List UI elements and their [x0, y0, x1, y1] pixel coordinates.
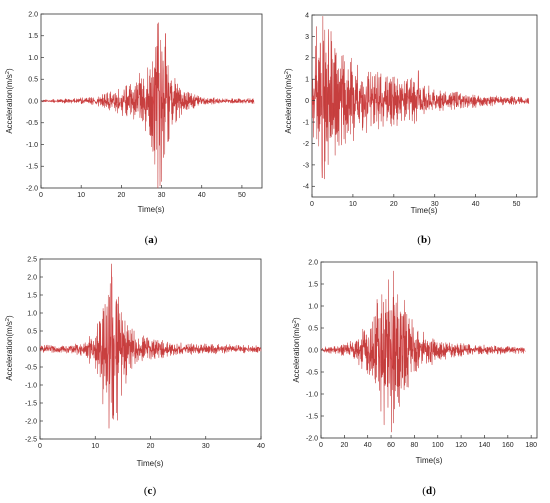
x-tick-label: 30 — [202, 443, 210, 450]
x-tick-label: 10 — [77, 192, 85, 199]
x-tick-label: 40 — [472, 201, 480, 208]
trace-c — [39, 263, 262, 429]
y-axis-title-d: Acceleration(m/s2) — [292, 317, 301, 383]
y-tick-label: 2.5 — [27, 256, 37, 263]
x-tick-label: 30 — [158, 192, 166, 199]
x-tick-label: 120 — [455, 442, 467, 449]
x-tick-label: 40 — [364, 442, 372, 449]
acceleration-series-line-shade — [320, 271, 526, 432]
y-tick-label: -2.0 — [26, 185, 38, 192]
y-tick-label: 1.5 — [28, 33, 38, 40]
x-tick-label: 20 — [147, 443, 155, 450]
y-tick-label: -2.5 — [25, 436, 37, 443]
y-tick-label: 3 — [305, 34, 309, 41]
caption-c: (c) — [144, 485, 157, 497]
y-tick-label: -0.5 — [25, 364, 37, 371]
y-tick-label: 2.0 — [27, 274, 37, 281]
caption-d: (d) — [422, 485, 436, 497]
y-tick-label: -0.5 — [306, 369, 318, 376]
y-ticks-c: -2.5 -2.0 -1.5 -1.0 -0.5 0.0 0.5 1.0 1.5 2.0 2.5 — [25, 256, 43, 443]
x-tick-label: 140 — [479, 442, 491, 449]
panel-c: -2.5 -2.0 -1.5 -1.0 -0.5 0.0 0.5 1.0 1.5 2.0 2.5 0… — [5, 256, 265, 497]
y-tick-label: -1.0 — [306, 391, 318, 398]
x-tick-label: 30 — [431, 201, 439, 208]
trace-d — [320, 270, 526, 433]
y-tick-label: 0.5 — [27, 328, 37, 335]
x-tick-label: 40 — [198, 192, 206, 199]
y-tick-label: 1.0 — [27, 310, 37, 317]
x-tick-label: 160 — [502, 442, 514, 449]
x-tick-label: 180 — [525, 442, 537, 449]
x-axis-title-d: Time(s) — [416, 456, 443, 465]
y-tick-label: 0.0 — [27, 346, 37, 353]
x-tick-label: 10 — [349, 201, 357, 208]
x-tick-label: 50 — [513, 201, 521, 208]
x-axis-title-c: Time(s) — [137, 459, 164, 468]
x-tick-label: 50 — [238, 192, 246, 199]
x-tick-label: 0 — [319, 442, 323, 449]
y-tick-label: -2 — [303, 141, 309, 148]
x-tick-label: 40 — [257, 443, 265, 450]
acceleration-series-line — [39, 263, 262, 429]
x-tick-label: 60 — [387, 442, 395, 449]
y-tick-label: 0 — [305, 98, 309, 105]
y-tick-label: 0.5 — [28, 77, 38, 84]
y-tick-label: -4 — [303, 184, 309, 191]
y-tick-label: 4 — [305, 12, 309, 19]
panel-d: -2.0 -1.5 -1.0 -0.5 0.0 0.5 1.0 1.5 2.0 0 20 40 60 8… — [292, 259, 538, 497]
x-tick-label: 100 — [432, 442, 444, 449]
acceleration-series-line-shade — [311, 16, 529, 179]
y-tick-label: -2.0 — [306, 435, 318, 442]
y-tick-label: 0.0 — [28, 98, 38, 105]
y-tick-label: 1.5 — [308, 281, 318, 288]
x-tick-label: 10 — [91, 443, 99, 450]
y-tick-label: 2.0 — [28, 11, 38, 18]
y-tick-label: 1 — [305, 77, 309, 84]
panel-a: -2.0 -1.5 -1.0 -0.5 0.0 0.5 1.0 1.5 2.0 0 10 20 30 4… — [5, 11, 263, 246]
caption-a: (a) — [145, 234, 158, 246]
acceleration-series-line-shade — [40, 22, 255, 189]
x-tick-label: 20 — [117, 192, 125, 199]
y-tick-label: -1 — [303, 119, 309, 126]
x-ticks-a: 0 10 20 30 40 50 — [39, 185, 246, 199]
y-tick-label: -1.5 — [26, 164, 38, 171]
y-tick-label: -3 — [303, 162, 309, 169]
x-tick-label: 0 — [310, 201, 314, 208]
y-ticks-d: -2.0 -1.5 -1.0 -0.5 0.0 0.5 1.0 1.5 2.0 — [306, 259, 324, 442]
y-ticks-b: -4 -3 -2 -1 0 1 2 3 4 — [303, 12, 315, 191]
caption-b: (b) — [417, 234, 431, 246]
y-tick-label: 1.0 — [28, 55, 38, 62]
x-tick-label: 20 — [390, 201, 398, 208]
x-tick-label: 80 — [411, 442, 419, 449]
x-ticks-c: 0 10 20 30 40 — [38, 436, 265, 450]
y-tick-label: 2.0 — [308, 259, 318, 266]
y-axis-title-c: Acceleration(m/s2) — [5, 315, 14, 381]
y-axis-title-b: Acceleration(m/s2) — [284, 68, 293, 134]
x-tick-label: 0 — [39, 192, 43, 199]
y-tick-label: -1.0 — [25, 382, 37, 389]
trace-b — [311, 15, 530, 180]
y-tick-label: 1.5 — [27, 292, 37, 299]
y-ticks-a: -2.0 -1.5 -1.0 -0.5 0.0 0.5 1.0 1.5 2.0 — [26, 11, 44, 192]
y-axis-title-a: Acceleration(m/s2) — [5, 68, 14, 134]
y-tick-label: -1.5 — [306, 413, 318, 420]
y-tick-label: -2.0 — [25, 418, 37, 425]
y-tick-label: 0.5 — [308, 325, 318, 332]
y-tick-label: 2 — [305, 55, 309, 62]
x-tick-label: 20 — [340, 442, 348, 449]
y-tick-label: -1.5 — [25, 400, 37, 407]
acceleration-series-line-shade — [39, 263, 262, 429]
x-tick-label: 0 — [38, 443, 42, 450]
x-ticks-d: 0 20 40 60 80 100 120 140 160 180 — [319, 435, 537, 449]
panel-b: -4 -3 -2 -1 0 1 2 3 4 0 10 20 30 40 50 Time(s) Accele… — [284, 12, 538, 246]
x-ticks-b: 0 10 20 30 40 50 — [310, 194, 521, 208]
y-tick-label: -0.5 — [26, 120, 38, 127]
y-tick-label: 0.0 — [308, 347, 318, 354]
trace-a — [40, 22, 255, 189]
x-axis-title-a: Time(s) — [138, 205, 165, 214]
x-axis-title-b: Time(s) — [411, 206, 438, 215]
y-tick-label: 1.0 — [308, 303, 318, 310]
y-tick-label: -1.0 — [26, 142, 38, 149]
